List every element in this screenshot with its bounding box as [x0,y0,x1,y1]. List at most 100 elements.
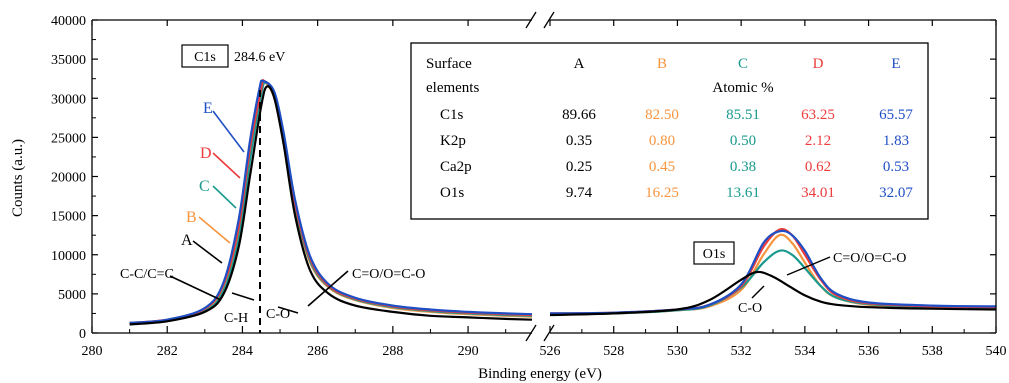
y-tick-label: 40000 [51,14,86,29]
table-row-label: Ca2p [440,159,472,175]
table-cell: 0.25 [566,159,592,175]
table-cell: 0.62 [805,159,831,175]
series-a-o1s-line [549,270,997,317]
x-tick-label: 526 [540,344,561,359]
series-letters: E D C B A [181,100,213,249]
peak-energy-label: 284.6 eV [234,50,285,65]
x-tick-label: 530 [667,344,688,359]
label-a: A [181,232,193,249]
y-tick-label: 5000 [58,288,86,303]
table-cell: 63.25 [801,107,835,123]
x-tick-label: 288 [382,344,403,359]
c1s-label: C1s [194,50,216,65]
table-header-b: B [657,56,667,72]
y-tick-label: 35000 [51,53,86,68]
o1s-label-box [693,241,735,265]
x-tick-label: 280 [82,344,103,359]
arrow-coo [307,270,349,307]
y-tick-label: 15000 [51,210,86,225]
table-cell: 16.25 [645,185,679,201]
o1s-arrow-coo [786,256,831,276]
table-header-e: E [891,56,900,72]
series-e-c1s-line [129,79,533,324]
arrow-c [212,185,237,209]
x-tick-label: 528 [603,344,624,359]
label-co: C-O [266,307,290,322]
table-cell: 1.83 [883,133,909,149]
label-ch: C-H [224,311,248,326]
arrow-a [192,240,223,264]
y-tick-label: 10000 [51,249,86,264]
series-arrows [169,110,349,314]
table-cell: 0.38 [730,159,756,175]
x-tick-label: 540 [986,344,1007,359]
label-e: E [203,100,213,117]
axis-break-bottom [525,324,555,342]
table-cell: 85.51 [726,107,760,123]
table-cell: 0.35 [566,133,592,149]
arrow-co [277,306,299,314]
label-coo: C=O/O=C-O [352,267,425,282]
table-cell: 32.07 [879,185,913,201]
o1s-label-coo: C=O/O=C-O [833,251,906,266]
c1s-label-box [181,44,229,68]
table-row-label: C1s [440,107,464,123]
o1s-arrow-co [751,285,765,299]
x-tick-label: 536 [858,344,879,359]
y-tick-label: 20000 [51,171,86,186]
table-cell: 89.66 [562,107,596,123]
x-tick-label: 534 [794,344,815,359]
table-cell: 0.80 [649,133,675,149]
table-cell: 0.45 [649,159,675,175]
table-header-atomic: Atomic % [712,80,773,96]
table-rows: C1s 89.66 82.50 85.51 63.25 65.57 K2p 0.35 0.80 0… [440,107,913,201]
x-tick-label: 532 [731,344,752,359]
x-tick-label: 538 [922,344,943,359]
y-axis-ticks: 0 5000 10000 15000 20000 25000 30000 35000 40000 [51,14,996,342]
label-b: B [186,209,197,226]
x-axis-title: Binding energy (eV) [478,366,602,382]
x-tick-label: 290 [458,344,479,359]
axis-break-top [525,11,555,29]
table-header-c: C [738,56,748,72]
label-c: C [199,178,210,195]
label-d: D [200,145,212,162]
table-header-d: D [813,56,824,72]
o1s-label: O1s [703,247,726,262]
series-a-c1s-line [129,85,533,326]
arrow-d [212,152,241,179]
x-axis-ticks: 280 282 284 286 288 290 526 528 530 532 534 536 538 5… [82,20,1007,359]
table-cell: 65.57 [879,107,913,123]
curves-layer [129,78,997,326]
y-tick-label: 0 [79,327,86,342]
x-tick-label: 282 [157,344,178,359]
table-cell: 2.12 [805,133,831,149]
table-row-label: K2p [440,133,466,149]
label-cc: C-C/C=C [120,267,174,282]
table-header-a: A [574,56,585,72]
series-e-o1s-line [549,229,997,315]
x-tick-label: 284 [232,344,253,359]
y-axis-title: Counts (a.u.) [10,139,26,217]
table-cell: 0.50 [730,133,756,149]
o1s-label-co: C-O [738,301,762,316]
series-b-o1s-line [549,233,997,316]
table-cell: 82.50 [645,107,679,123]
table-cell: 34.01 [801,185,835,201]
y-tick-label: 30000 [51,92,86,107]
table-cell: 0.53 [883,159,909,175]
table-row-label: O1s [440,185,464,201]
table-cell: 13.61 [726,185,760,201]
table-cell: 9.74 [566,185,593,201]
arrow-b [198,216,231,244]
arrow-ccc [169,275,222,301]
table-header-surface: Surface [426,56,472,72]
atomic-percent-table: Surface A B C D E elements Atomic % C1s 8… [410,42,929,220]
arrow-ch [231,292,255,301]
table-header-elements: elements [426,80,479,96]
y-tick-label: 25000 [51,131,86,146]
arrow-e [212,110,245,153]
table-border [410,42,929,220]
x-tick-label: 286 [307,344,328,359]
